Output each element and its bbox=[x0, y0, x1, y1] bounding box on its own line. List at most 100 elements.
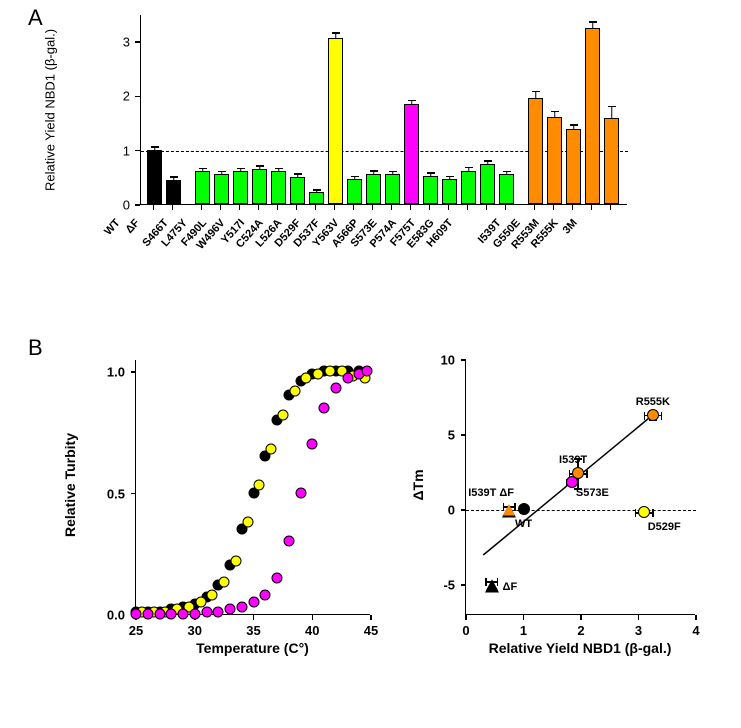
data-marker bbox=[307, 439, 318, 450]
data-marker bbox=[647, 409, 659, 421]
data-marker bbox=[236, 601, 247, 612]
data-marker bbox=[219, 577, 230, 588]
x-tick-label: 30 bbox=[188, 623, 202, 638]
bar bbox=[347, 179, 362, 204]
x-tick-label: 2 bbox=[577, 623, 584, 638]
x-axis-label-b1: Temperature (C°) bbox=[135, 640, 370, 656]
data-marker bbox=[178, 609, 189, 620]
data-marker bbox=[277, 409, 288, 420]
y-axis-label-a: Relative Yield NBD1 (β-gal.) bbox=[43, 29, 58, 191]
bar bbox=[366, 174, 381, 204]
x-tick-label: 25 bbox=[129, 623, 143, 638]
x-tick-label: 0 bbox=[462, 623, 469, 638]
data-marker bbox=[283, 536, 294, 547]
data-marker bbox=[154, 609, 165, 620]
point-label: S573E bbox=[576, 487, 609, 499]
bar bbox=[147, 150, 162, 204]
data-marker bbox=[638, 506, 650, 518]
y-tick-label: 5 bbox=[448, 428, 455, 443]
x-axis-label-b2: Relative Yield NBD1 (β-gal.) bbox=[465, 640, 695, 656]
bar bbox=[604, 118, 619, 204]
bar bbox=[480, 164, 495, 204]
data-marker bbox=[313, 368, 324, 379]
bar bbox=[271, 171, 286, 204]
point-label: ΔF bbox=[503, 581, 518, 593]
data-marker bbox=[254, 480, 265, 491]
y-tick-label: 0.5 bbox=[107, 486, 125, 501]
panel-a-label: A bbox=[28, 5, 43, 31]
y-tick-label: 0 bbox=[448, 503, 455, 518]
bar bbox=[233, 171, 248, 204]
bar bbox=[328, 38, 343, 204]
bar bbox=[214, 174, 229, 204]
data-marker bbox=[242, 516, 253, 527]
data-marker bbox=[324, 366, 335, 377]
panel-b-right-chart: ΔTm 01234-50510WTΔFI539T ΔFI539TS573ER55… bbox=[420, 355, 710, 665]
panel-a-chart: Relative Yield NBD1 (β-gal.) 0123 WTΔFS4… bbox=[80, 15, 670, 275]
x-category-label: 3M bbox=[561, 217, 580, 236]
data-marker bbox=[272, 572, 283, 583]
data-marker bbox=[189, 609, 200, 620]
data-marker bbox=[342, 373, 353, 384]
data-marker bbox=[289, 385, 300, 396]
x-tick-label: 4 bbox=[692, 623, 699, 638]
y-tick-label: 2 bbox=[123, 89, 130, 104]
x-tick-label: 40 bbox=[305, 623, 319, 638]
bar bbox=[166, 180, 181, 204]
data-marker bbox=[213, 606, 224, 617]
point-label: D529F bbox=[648, 521, 681, 533]
bar bbox=[528, 98, 543, 204]
y-axis-label-b1: Relative Turbity bbox=[62, 433, 78, 537]
bar bbox=[290, 177, 305, 204]
data-marker bbox=[207, 589, 218, 600]
x-category-label: ΔF bbox=[123, 217, 142, 236]
point-label: WT bbox=[515, 518, 532, 530]
point-label: I539T bbox=[559, 454, 587, 466]
bar bbox=[442, 179, 457, 204]
data-marker bbox=[503, 505, 515, 516]
bar bbox=[566, 129, 581, 204]
data-marker bbox=[166, 609, 177, 620]
x-tick-label: 3 bbox=[635, 623, 642, 638]
bar bbox=[423, 176, 438, 204]
bar bbox=[252, 169, 267, 204]
data-marker bbox=[225, 604, 236, 615]
x-tick-label: 1 bbox=[520, 623, 527, 638]
data-marker bbox=[301, 373, 312, 384]
data-marker bbox=[362, 366, 373, 377]
bar bbox=[195, 171, 210, 204]
plot-area-a bbox=[140, 15, 627, 205]
panel-b-left-chart: Relative Turbity 25303540450.00.51.0 Tem… bbox=[80, 355, 380, 665]
y-tick-label: 10 bbox=[441, 353, 455, 368]
bar bbox=[385, 174, 400, 204]
y-tick-label: -5 bbox=[443, 578, 455, 593]
bar bbox=[309, 192, 324, 204]
y-tick-label: 3 bbox=[123, 35, 130, 50]
data-marker bbox=[295, 487, 306, 498]
data-marker bbox=[266, 443, 277, 454]
point-label: I539T ΔF bbox=[468, 487, 514, 499]
data-marker bbox=[230, 555, 241, 566]
y-tick-label: 1 bbox=[123, 143, 130, 158]
bar bbox=[461, 171, 476, 204]
data-marker bbox=[248, 596, 259, 607]
bar bbox=[404, 104, 419, 204]
data-marker bbox=[330, 383, 341, 394]
data-marker bbox=[319, 402, 330, 413]
y-tick-label: 0 bbox=[123, 198, 130, 213]
plot-area-b2: 01234-50510WTΔFI539T ΔFI539TS573ER555KD5… bbox=[465, 360, 695, 615]
y-axis-label-b2: ΔTm bbox=[410, 469, 426, 500]
bar bbox=[499, 174, 514, 204]
data-marker bbox=[201, 606, 212, 617]
bar bbox=[547, 117, 562, 204]
x-tick-label: 35 bbox=[246, 623, 260, 638]
point-label: R555K bbox=[636, 396, 670, 408]
x-tick-label: 45 bbox=[364, 623, 378, 638]
data-marker bbox=[131, 609, 142, 620]
y-tick-label: 0.0 bbox=[107, 608, 125, 623]
panel-b-label: B bbox=[28, 335, 43, 361]
x-category-label: WT bbox=[103, 217, 123, 238]
bar bbox=[585, 28, 600, 204]
data-marker bbox=[260, 589, 271, 600]
data-marker bbox=[518, 503, 530, 515]
